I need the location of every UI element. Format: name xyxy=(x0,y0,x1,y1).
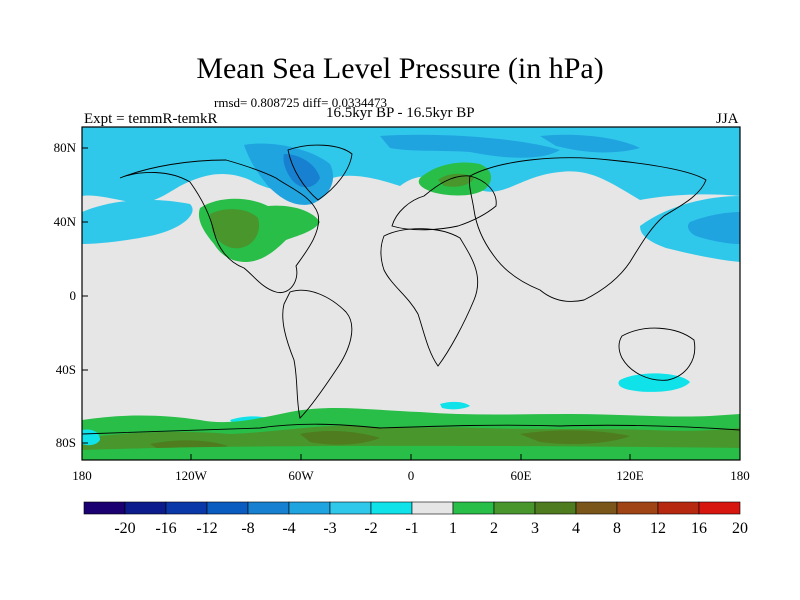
colorbar-tick-label: 12 xyxy=(650,520,666,537)
africa-coastline xyxy=(380,228,479,367)
colorbar-tick-label: -2 xyxy=(364,520,378,537)
anomaly-fields xyxy=(82,127,740,460)
antarctica-coastline xyxy=(81,423,741,435)
colorbar-swatch xyxy=(329,501,372,515)
lat-label-80s: 80S xyxy=(55,435,76,450)
greenland-negative-peak xyxy=(283,154,320,188)
lon-label-180w: 180 xyxy=(72,468,92,483)
south-indian-negative-field xyxy=(618,373,690,392)
colorbar-tick-label: 2 xyxy=(490,520,498,537)
coastlines xyxy=(81,144,741,435)
colorbar-swatch xyxy=(206,501,249,515)
colorbar xyxy=(83,501,741,515)
colorbar-tick-label: 3 xyxy=(531,520,539,537)
siberia-negative-core xyxy=(380,134,560,158)
lat-label-40s: 40S xyxy=(55,362,76,377)
period-label: 16.5kyr BP - 16.5kyr BP xyxy=(326,105,475,121)
north-pacific-east-core xyxy=(688,212,740,244)
north-pacific-west-field xyxy=(82,199,193,244)
colorbar-swatch xyxy=(452,501,495,515)
lon-label-180e: 180 xyxy=(730,468,750,483)
colorbar-swatch xyxy=(493,501,536,515)
colorbar-tick-label: -1 xyxy=(405,520,419,537)
lon-label-120w: 120W xyxy=(175,468,207,483)
colorbar-swatch xyxy=(83,501,126,515)
colorbar-swatch xyxy=(370,501,413,515)
lon-label-120e: 120E xyxy=(616,468,644,483)
experiment-label: Expt = temmR-temkR xyxy=(84,111,218,127)
colorbar-swatch xyxy=(124,501,167,515)
colorbar-swatch xyxy=(247,501,290,515)
colorbar-tick-label: 4 xyxy=(572,520,580,537)
colorbar-swatch xyxy=(288,501,331,515)
colorbar-tick-label: -16 xyxy=(155,520,177,537)
asia-coastline xyxy=(469,157,707,302)
colorbar-tick-label: 20 xyxy=(732,520,748,537)
colorbar-tick-label: -3 xyxy=(323,520,337,537)
colorbar-tick-label: -12 xyxy=(196,520,218,537)
south-atlantic-negative-field xyxy=(440,401,470,410)
lat-label-80n: 80N xyxy=(53,140,76,155)
lat-label-eq: 0 xyxy=(69,288,77,303)
antarctic-positive-peak xyxy=(300,431,380,445)
antarctic-southern-edge xyxy=(82,445,740,460)
season-label: JJA xyxy=(716,111,739,127)
colorbar-swatch xyxy=(411,501,454,515)
colorbar-tick-label: -4 xyxy=(282,520,296,537)
colorbar-swatch xyxy=(534,501,577,515)
colorbar-swatch xyxy=(698,501,741,515)
south-america-coastline xyxy=(282,289,353,419)
greenland-coastline xyxy=(287,144,353,201)
antarctic-positive-peak-east xyxy=(520,430,630,444)
statistics-line: rmsd= 0.808725 diff= 0.0334473 xyxy=(214,95,387,110)
colorbar-tick-label: 16 xyxy=(691,520,707,537)
colorbar-tick-label: -8 xyxy=(241,520,255,537)
australia-coastline xyxy=(618,327,696,381)
colorbar-tick-label: 1 xyxy=(449,520,457,537)
colorbar-swatch xyxy=(657,501,700,515)
colorbar-tick-label: 8 xyxy=(613,520,621,537)
north-america-coastline xyxy=(119,159,320,294)
colorbar-tick-label: -20 xyxy=(114,520,136,537)
arctic-pacific-negative-core xyxy=(540,134,640,153)
north-america-positive-core xyxy=(210,209,260,249)
map-title: Mean Sea Level Pressure (in hPa) xyxy=(196,52,604,85)
axis-ticks xyxy=(82,147,631,460)
lon-label-0: 0 xyxy=(407,468,415,483)
scandinavia-positive-core xyxy=(438,173,474,187)
lon-label-60w: 60W xyxy=(288,468,314,483)
colorbar-swatch xyxy=(165,501,208,515)
lat-label-40n: 40N xyxy=(53,214,76,229)
lon-label-60e: 60E xyxy=(510,468,532,483)
colorbar-swatch xyxy=(575,501,618,515)
europe-coastline xyxy=(391,175,497,231)
colorbar-swatch xyxy=(616,501,659,515)
